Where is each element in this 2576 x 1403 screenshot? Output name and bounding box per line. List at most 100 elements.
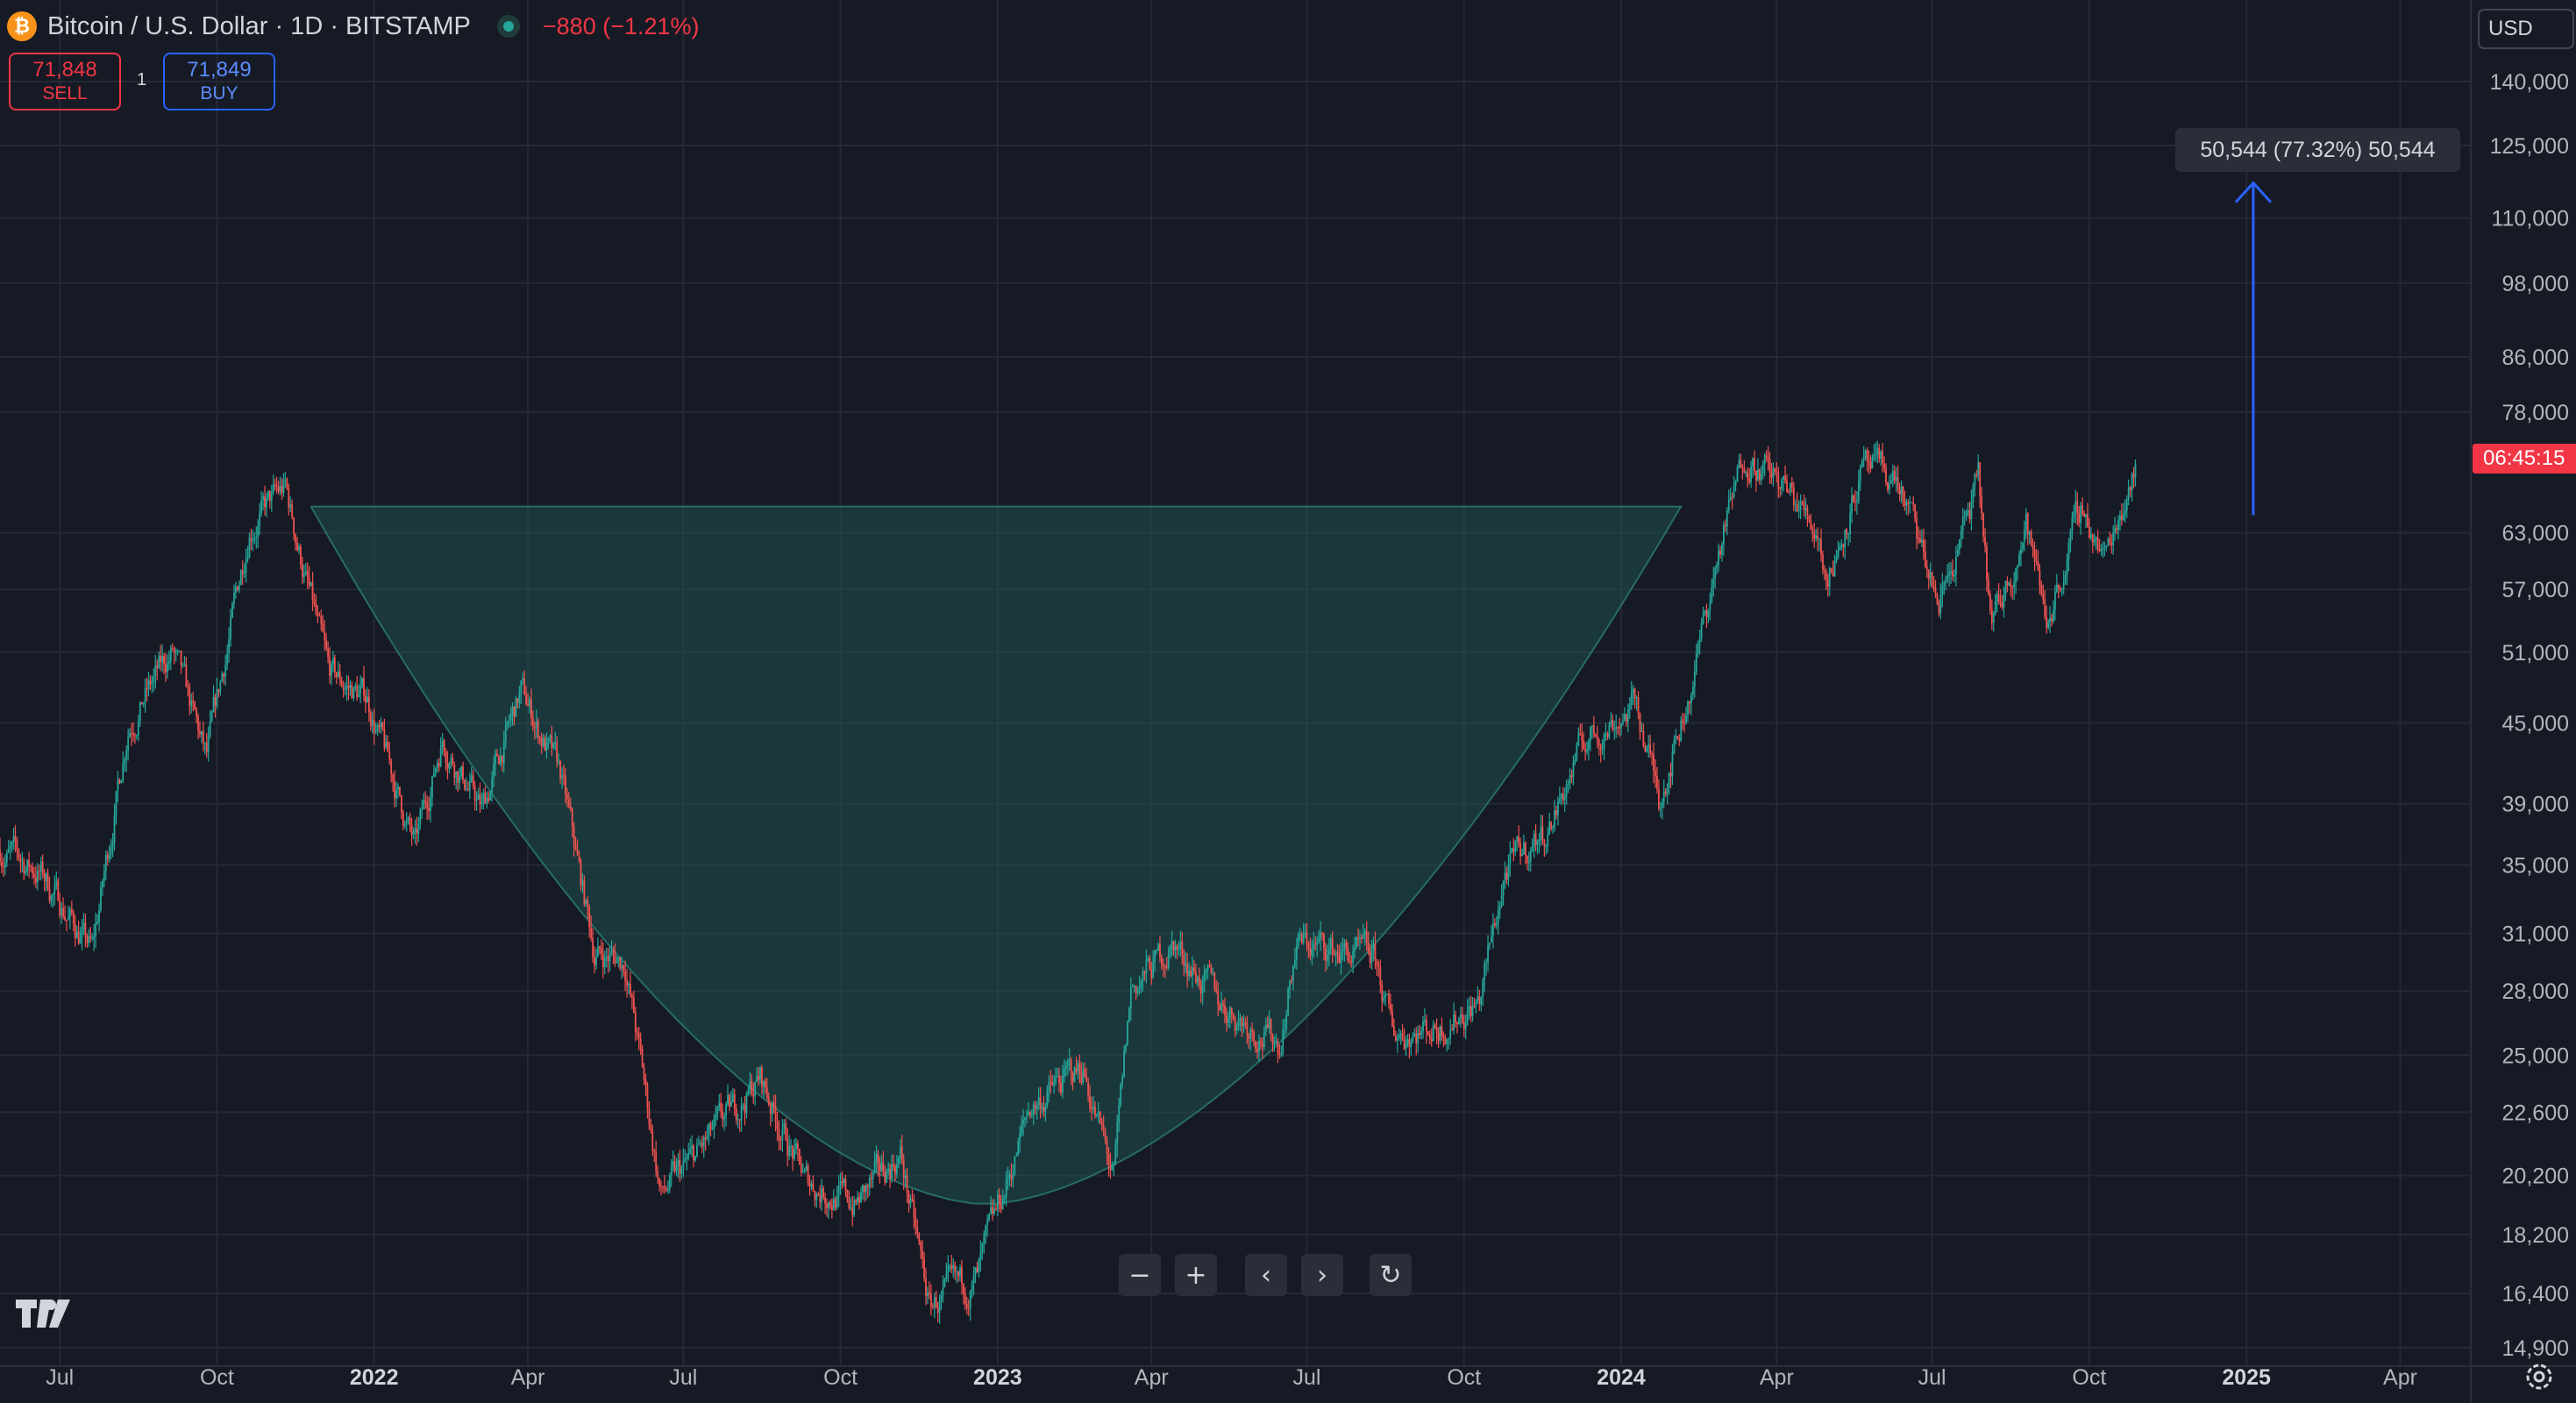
candle-body (815, 1194, 818, 1200)
candle-body (480, 802, 483, 805)
candle-body (473, 786, 476, 801)
candle-body (844, 1179, 847, 1191)
candle-body (740, 1106, 743, 1121)
candle-body (1873, 455, 1875, 459)
time-tick-label: 2022 (350, 1365, 399, 1390)
candle-body (1687, 701, 1689, 716)
candle-body (1441, 1026, 1443, 1036)
scroll-left-button[interactable]: ‹ (1245, 1254, 1287, 1296)
candle-body (1808, 515, 1811, 521)
candle-body (1255, 1041, 1256, 1049)
candle-body (1558, 798, 1561, 802)
candle-body (259, 513, 261, 526)
candle-body (214, 696, 217, 706)
candle-body (967, 1307, 970, 1309)
price-axis[interactable]: 140,000 125,000 110,000 98,000 86,000 78,000 6… (2490, 70, 2569, 1361)
candle-body (857, 1197, 858, 1203)
candle-body (1384, 994, 1387, 999)
candle-body (1422, 1021, 1424, 1031)
candle-body (1760, 474, 1762, 481)
candle-body (933, 1297, 936, 1307)
candle-body (340, 680, 343, 687)
candle-body (1205, 970, 1207, 972)
candle-body (238, 584, 240, 591)
candle-body (544, 737, 546, 751)
candle-body (226, 652, 229, 666)
candle-body (1786, 481, 1788, 493)
zoom-in-button[interactable]: + (1175, 1254, 1217, 1296)
candle-body (89, 936, 92, 939)
candle-body (2001, 603, 2003, 608)
time-tick-label: Oct (2072, 1365, 2106, 1390)
candle-body (687, 1153, 690, 1158)
candle-body (1390, 1003, 1391, 1012)
tradingview-logo-icon[interactable] (14, 1296, 72, 1329)
reset-chart-button[interactable]: ↻ (1370, 1254, 1412, 1296)
candle-body (848, 1199, 850, 1208)
candle-body (1439, 1026, 1441, 1041)
candle-body (424, 800, 427, 802)
candle-body (180, 650, 182, 666)
symbol-title[interactable]: Bitcoin / U.S. Dollar · 1D · BITSTAMP (47, 11, 471, 40)
sell-button[interactable]: 71,848 SELL (9, 53, 121, 110)
candle-body (914, 1218, 917, 1228)
candle-body (1237, 1020, 1240, 1027)
candle-body (1731, 496, 1733, 498)
candle-body (366, 696, 368, 703)
candle-body (205, 743, 208, 752)
time-tick-label: Oct (200, 1365, 234, 1390)
time-tick-label: Apr (2383, 1365, 2417, 1390)
candle-body (969, 1292, 971, 1308)
candle-body (502, 741, 505, 763)
price-range-measure[interactable] (2234, 181, 2273, 516)
candle-body (1790, 482, 1793, 488)
candle-body (1996, 594, 1998, 602)
candle-body (1830, 567, 1832, 573)
candle-body (1497, 910, 1499, 924)
candle-body (664, 1186, 665, 1189)
candle-body (212, 696, 215, 712)
candle-body (2125, 500, 2128, 511)
candle-body (643, 1067, 645, 1080)
candle-body (1125, 1045, 1127, 1051)
candle-body (1327, 949, 1330, 955)
candle-body (390, 758, 393, 775)
candle-body (1534, 833, 1537, 845)
candle-body (1853, 495, 1854, 502)
candle-body (781, 1129, 784, 1142)
candle-body (257, 525, 260, 538)
candle-body (2025, 513, 2027, 531)
candle-body (324, 631, 326, 640)
zoom-out-button[interactable]: − (1119, 1254, 1161, 1296)
candle-body (1772, 467, 1775, 478)
candle-body (1050, 1081, 1052, 1083)
currency-selector[interactable]: USD (2478, 9, 2574, 49)
cup-pattern-shape[interactable] (310, 505, 1683, 1205)
candle-body (1896, 476, 1899, 490)
time-tick-label: Apr (511, 1365, 545, 1390)
candle-body (477, 794, 480, 800)
candle-body (1806, 508, 1809, 516)
candle-body (938, 1300, 941, 1313)
settings-gear-icon[interactable] (2520, 1357, 2558, 1396)
buy-button[interactable]: 71,849 BUY (163, 53, 275, 110)
candle-body (1945, 578, 1947, 582)
candle-body (66, 919, 68, 921)
candle-body (826, 1203, 828, 1208)
candle-body (1415, 1033, 1418, 1043)
candle-body (774, 1106, 777, 1122)
candle-body (1291, 979, 1292, 981)
candle-body (1572, 761, 1575, 777)
candle-body (385, 741, 388, 748)
candle-body (792, 1146, 793, 1159)
candle-body (137, 721, 139, 736)
candle-body (139, 702, 141, 722)
candle-body (959, 1267, 961, 1277)
time-axis[interactable]: Jul Oct 2022 Apr Jul Oct 2023 Apr Jul Oct 2024 Apr J… (46, 1365, 2417, 1390)
candle-body (1788, 492, 1790, 494)
candle-body (1435, 1027, 1438, 1034)
candle-body (1234, 1019, 1236, 1031)
scroll-right-button[interactable]: › (1301, 1254, 1343, 1296)
candle-body (1071, 1073, 1074, 1083)
